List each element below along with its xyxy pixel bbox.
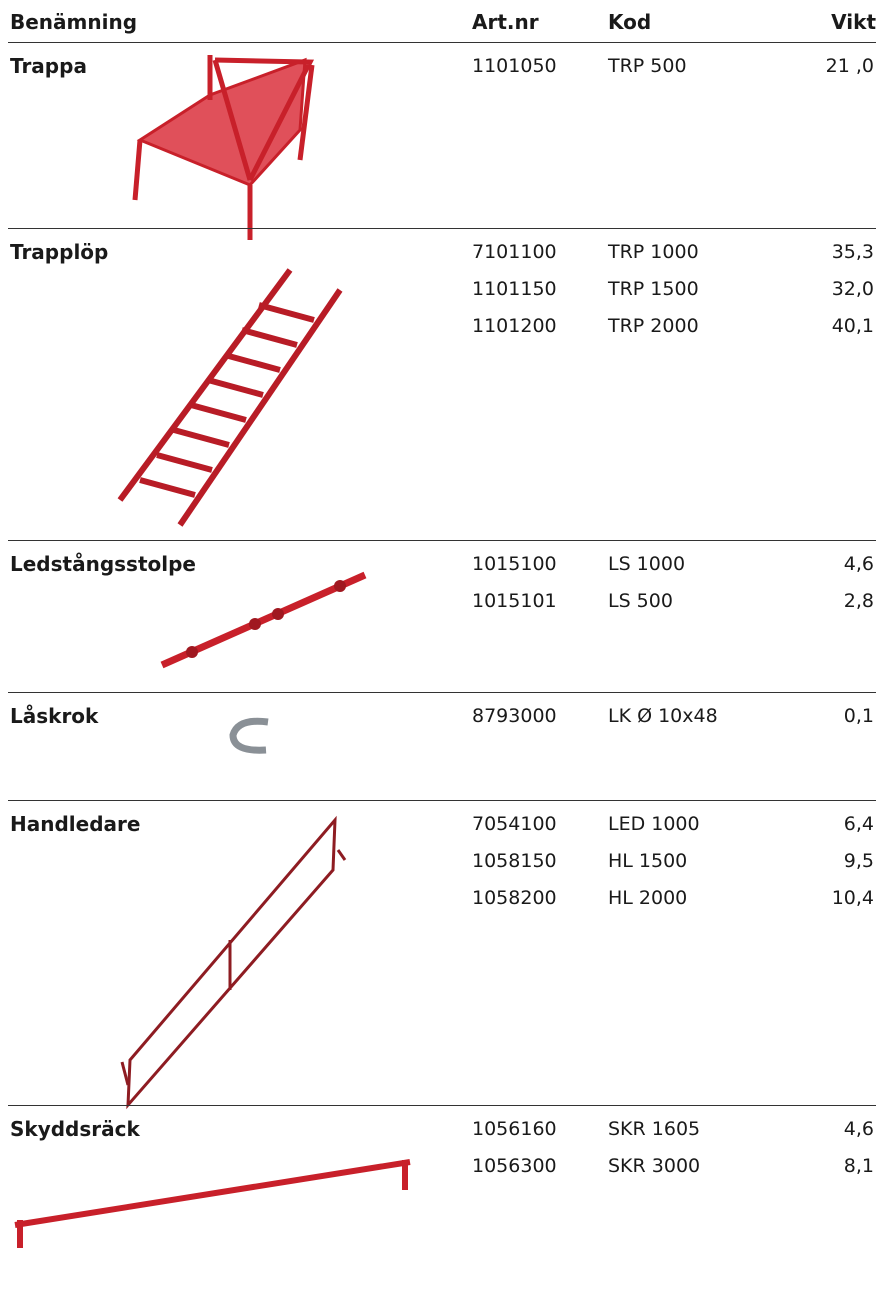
vikt: 35,3 (831, 241, 874, 263)
vikt: 8,1 (843, 1155, 874, 1177)
kod: TRP 2000 (608, 315, 699, 337)
section-rule (8, 540, 876, 541)
product-name: Trapplöp (10, 240, 109, 264)
art-nr: 8793000 (472, 705, 557, 727)
product-name: Skyddsräck (10, 1117, 140, 1141)
header-rule (8, 42, 876, 43)
kod: SKR 3000 (608, 1155, 701, 1177)
kod: HL 2000 (608, 887, 688, 909)
art-nr: 1101200 (472, 315, 557, 337)
kod: TRP 500 (608, 55, 687, 77)
header-name: Benämning (10, 10, 138, 34)
kod: TRP 1500 (608, 278, 699, 300)
handledare-image (120, 815, 347, 1110)
vikt: 0,1 (843, 705, 874, 727)
vikt: 2,8 (843, 590, 874, 612)
section-rule (8, 1105, 876, 1106)
art-nr: 7101100 (472, 241, 557, 263)
product-name: Låskrok (10, 704, 99, 728)
vikt: 6,4 (843, 813, 874, 835)
header-artnr: Art.nr (472, 10, 539, 34)
art-nr: 1058200 (472, 887, 557, 909)
product-name: Handledare (10, 812, 141, 836)
vikt: 4,6 (843, 1118, 874, 1140)
section-rule (8, 800, 876, 801)
kod: LED 1000 (608, 813, 700, 835)
vikt: 9,5 (843, 850, 874, 872)
kod: SKR 1605 (608, 1118, 701, 1140)
header-vikt: Vikt (831, 10, 876, 34)
section-rule (8, 692, 876, 693)
skyddsrack-image (14, 1159, 411, 1248)
laskrok-image (229, 717, 269, 754)
art-nr: 7054100 (472, 813, 557, 835)
vikt: 40,1 (831, 315, 874, 337)
section-rule (8, 228, 876, 229)
vikt: 10,4 (831, 887, 874, 909)
art-nr: 1058150 (472, 850, 557, 872)
art-nr: 1015100 (472, 553, 557, 575)
vikt: 4,6 (843, 553, 874, 575)
product-name: Ledstångsstolpe (10, 552, 196, 576)
kod: LS 1000 (608, 553, 686, 575)
kod: TRP 1000 (608, 241, 699, 263)
product-name: Trappa (10, 54, 87, 78)
art-nr: 1056160 (472, 1118, 557, 1140)
ledstang-image (160, 571, 367, 669)
kod: LK Ø 10x48 (608, 705, 718, 727)
art-nr: 1101050 (472, 55, 557, 77)
kod: LS 500 (608, 590, 673, 612)
art-nr: 1015101 (472, 590, 557, 612)
art-nr: 1101150 (472, 278, 557, 300)
trapplop-image (117, 268, 343, 527)
trappa-image (132, 55, 315, 240)
kod: HL 1500 (608, 850, 688, 872)
vikt: 21 ,0 (825, 55, 874, 77)
vikt: 32,0 (831, 278, 874, 300)
art-nr: 1056300 (472, 1155, 557, 1177)
header-kod: Kod (608, 10, 652, 34)
